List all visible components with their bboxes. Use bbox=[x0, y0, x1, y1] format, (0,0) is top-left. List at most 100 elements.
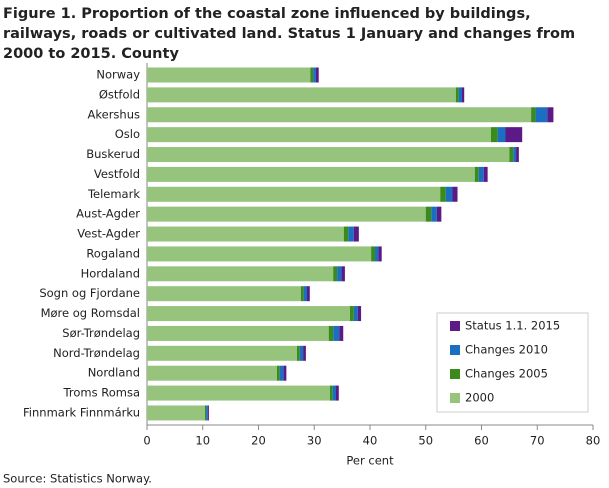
bar-segment bbox=[147, 166, 475, 182]
y-tick-label: Oslo bbox=[115, 127, 140, 141]
bar-segment bbox=[357, 306, 362, 322]
bar-segment bbox=[509, 147, 514, 163]
x-tick-label: 50 bbox=[418, 434, 433, 448]
x-tick-label: 80 bbox=[586, 434, 601, 448]
bar-segment bbox=[328, 325, 334, 341]
bar-segment bbox=[299, 345, 304, 361]
bar-segment bbox=[204, 405, 207, 421]
bar-segment bbox=[303, 345, 306, 361]
y-tick-label: Rogaland bbox=[86, 246, 140, 260]
legend-box bbox=[436, 312, 589, 413]
bar-segment bbox=[425, 206, 432, 222]
bar-segment bbox=[279, 365, 284, 381]
legend-swatch bbox=[450, 321, 460, 331]
bar-segment bbox=[147, 345, 297, 361]
y-tick-label: Norway bbox=[96, 68, 140, 82]
bar-segment bbox=[147, 325, 329, 341]
x-tick-label: 30 bbox=[307, 434, 322, 448]
x-tick-label: 20 bbox=[251, 434, 266, 448]
bar-segment bbox=[343, 226, 349, 242]
bar-segment bbox=[461, 87, 465, 103]
legend-swatch bbox=[450, 393, 460, 403]
y-tick-label: Akershus bbox=[88, 107, 140, 121]
bar-segment bbox=[349, 306, 354, 322]
bar-segment bbox=[440, 186, 446, 202]
legend-swatch bbox=[450, 369, 460, 379]
y-tick-label: Troms Romsa bbox=[63, 386, 140, 400]
bar-segment bbox=[329, 385, 333, 401]
legend-label: Status 1.1. 2015 bbox=[465, 319, 560, 333]
bar-segment bbox=[310, 67, 314, 83]
bar-segment bbox=[452, 186, 458, 202]
legend-label: Changes 2010 bbox=[465, 343, 548, 357]
bar-segment bbox=[333, 266, 338, 282]
bar-segment bbox=[300, 286, 304, 302]
bar-segment bbox=[303, 286, 308, 302]
bar-segment bbox=[335, 385, 339, 401]
bar-segment bbox=[313, 67, 316, 83]
x-tick-label: 0 bbox=[143, 434, 150, 448]
bar-segment bbox=[337, 266, 342, 282]
bar-segment bbox=[483, 166, 488, 182]
bar-segment bbox=[307, 286, 310, 302]
bar-segment bbox=[505, 127, 523, 143]
bar-segment bbox=[445, 186, 453, 202]
legend-swatch bbox=[450, 345, 460, 355]
bar-segment bbox=[332, 385, 336, 401]
bar-segment bbox=[341, 266, 345, 282]
bar-segment bbox=[378, 246, 382, 262]
y-tick-label: Finnmark Finnmárku bbox=[23, 405, 140, 419]
x-axis-label: Per cent bbox=[346, 454, 394, 468]
y-tick-label: Vestfold bbox=[94, 167, 140, 181]
y-tick-label: Telemark bbox=[87, 187, 140, 201]
y-tick-label: Nord-Trøndelag bbox=[53, 346, 140, 360]
legend-label: 2000 bbox=[465, 391, 494, 405]
legend-label: Changes 2005 bbox=[465, 367, 548, 381]
bar-segment bbox=[206, 405, 208, 421]
bar-segment bbox=[375, 246, 379, 262]
bar-segment bbox=[474, 166, 479, 182]
bar-segment bbox=[490, 127, 498, 143]
bar-segment bbox=[436, 206, 442, 222]
bar-segment bbox=[513, 147, 517, 163]
bar-segment bbox=[147, 405, 205, 421]
bar-segment bbox=[147, 206, 426, 222]
chart-title: Figure 1. Proportion of the coastal zone… bbox=[3, 6, 576, 62]
bar-segment bbox=[147, 147, 510, 163]
y-tick-label: Hordaland bbox=[81, 266, 140, 280]
x-tick-label: 70 bbox=[530, 434, 545, 448]
x-tick-label: 60 bbox=[474, 434, 489, 448]
bar-segment bbox=[333, 325, 340, 341]
bar-segment bbox=[147, 87, 456, 103]
y-tick-label: Sør-Trøndelag bbox=[62, 326, 140, 340]
bar-segment bbox=[458, 87, 462, 103]
bar-segment bbox=[535, 107, 548, 123]
y-tick-label: Nordland bbox=[88, 366, 140, 380]
bar-segment bbox=[147, 67, 311, 83]
bar-segment bbox=[353, 306, 358, 322]
x-tick-label: 40 bbox=[363, 434, 378, 448]
bar-segment bbox=[431, 206, 437, 222]
bar-segment bbox=[455, 87, 459, 103]
bar-segment bbox=[147, 365, 277, 381]
y-tick-label: Sogn og Fjordane bbox=[39, 286, 140, 300]
bar-segment bbox=[147, 306, 350, 322]
bar-segment bbox=[478, 166, 484, 182]
bar-segment bbox=[147, 286, 301, 302]
bar-segment bbox=[147, 127, 491, 143]
bar-segment bbox=[147, 266, 334, 282]
bar-segment bbox=[147, 186, 441, 202]
bar-segment bbox=[296, 345, 300, 361]
x-tick-label: 10 bbox=[195, 434, 210, 448]
source: Source: Statistics Norway. bbox=[3, 472, 152, 486]
y-tick-label: Buskerud bbox=[86, 147, 140, 161]
bar-segment bbox=[348, 226, 354, 242]
bar-segment bbox=[371, 246, 376, 262]
y-tick-label: Aust-Agder bbox=[76, 207, 140, 221]
bar-segment bbox=[353, 226, 359, 242]
y-tick-label: Østfold bbox=[99, 87, 140, 101]
y-tick-label: Møre og Romsdal bbox=[41, 306, 140, 320]
bar-segment bbox=[547, 107, 554, 123]
